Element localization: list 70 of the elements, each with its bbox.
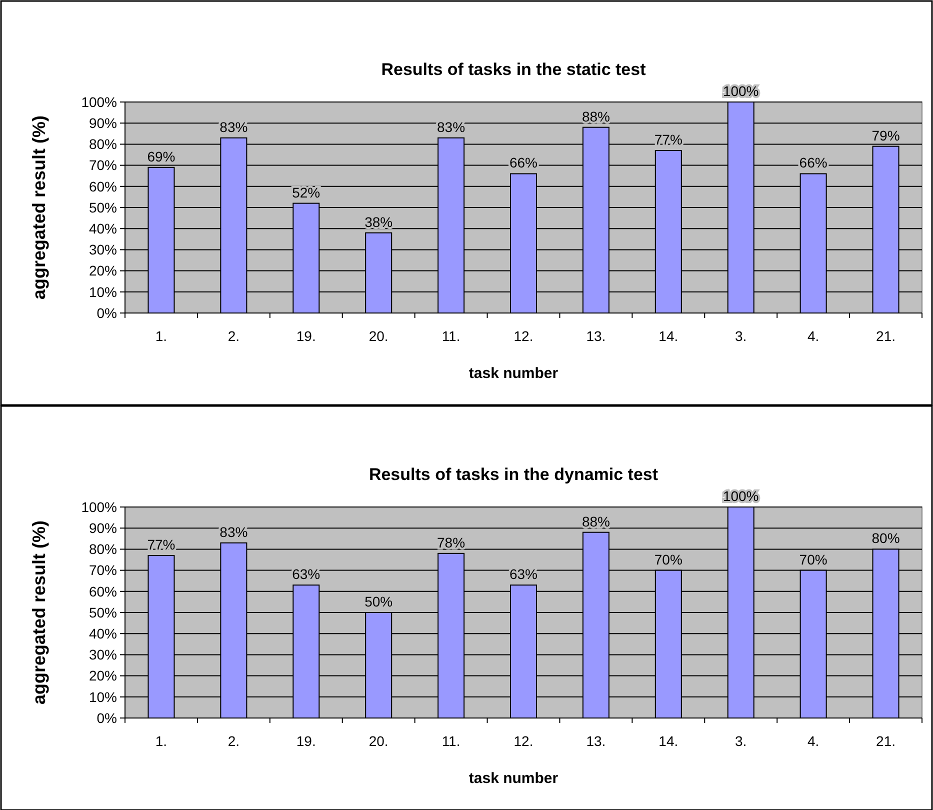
x-tick-label: 3. xyxy=(735,328,747,344)
x-tick-label: 12. xyxy=(514,733,534,749)
chart-title: Results of tasks in the static test xyxy=(381,60,646,79)
x-axis-title: task number xyxy=(468,365,558,382)
y-tick-label: 50% xyxy=(88,604,117,620)
y-tick-label: 20% xyxy=(88,262,117,279)
data-label: 100% xyxy=(722,83,759,99)
data-label: 38% xyxy=(364,214,393,230)
data-label: 52% xyxy=(292,184,320,200)
x-tick-label: 19. xyxy=(296,328,316,344)
x-tick-label: 13. xyxy=(586,328,606,344)
x-tick-label: 11. xyxy=(442,328,460,344)
y-tick-label: 40% xyxy=(88,626,117,642)
x-tick-label: 20. xyxy=(368,328,388,344)
x-tick-label: 4. xyxy=(807,733,820,749)
y-tick-label: 0% xyxy=(96,304,117,321)
data-label: 69% xyxy=(147,148,176,164)
data-label: 83% xyxy=(437,118,466,135)
data-label: 88% xyxy=(582,513,610,530)
y-tick-label: 90% xyxy=(88,520,117,536)
x-tick-label: 11. xyxy=(442,733,460,749)
y-tick-label: 70% xyxy=(88,562,117,578)
data-label: 63% xyxy=(509,566,538,582)
data-label: 79% xyxy=(872,127,900,144)
y-tick-label: 80% xyxy=(88,541,117,558)
y-tick-label: 10% xyxy=(88,284,117,300)
x-tick-label: 2. xyxy=(228,733,240,749)
y-tick-label: 100% xyxy=(81,498,117,515)
y-axis-title: aggregated result (%) xyxy=(29,520,49,705)
data-label: 63% xyxy=(292,566,320,582)
y-tick-label: 50% xyxy=(88,199,117,216)
x-tick-label: 4. xyxy=(807,328,820,344)
x-tick-label: 1. xyxy=(155,328,168,344)
y-tick-label: 60% xyxy=(88,178,117,194)
x-tick-label: 12. xyxy=(514,328,534,344)
x-tick-label: 1. xyxy=(155,733,168,749)
y-tick-label: 40% xyxy=(88,220,117,236)
data-label: 50% xyxy=(364,594,393,610)
y-axis-title: aggregated result (%) xyxy=(29,115,49,300)
y-tick-label: 10% xyxy=(88,688,117,705)
data-label: 83% xyxy=(220,118,248,135)
chart-title: Results of tasks in the dynamic test xyxy=(368,465,658,484)
y-tick-label: 20% xyxy=(88,668,117,684)
data-label: 78% xyxy=(437,534,466,550)
x-tick-label: 21. xyxy=(876,733,896,749)
y-tick-label: 100% xyxy=(81,94,117,110)
x-tick-label: 21. xyxy=(876,328,896,344)
data-label: 77% xyxy=(147,536,176,553)
y-tick-label: 0% xyxy=(96,710,117,726)
y-tick-label: 80% xyxy=(88,136,117,152)
data-label: 100% xyxy=(722,488,759,504)
y-tick-label: 90% xyxy=(88,115,117,131)
x-axis-title: task number xyxy=(468,770,558,787)
data-label: 70% xyxy=(654,551,682,568)
x-tick-label: 19. xyxy=(296,733,316,749)
x-tick-label: 20. xyxy=(368,733,388,749)
y-tick-label: 70% xyxy=(88,157,117,174)
x-tick-label: 3. xyxy=(735,733,747,749)
x-tick-label: 14. xyxy=(658,328,678,344)
data-label: 83% xyxy=(220,524,248,540)
data-label: 88% xyxy=(582,108,610,124)
data-label: 77% xyxy=(654,132,682,148)
y-tick-label: 30% xyxy=(88,242,117,258)
x-tick-label: 14. xyxy=(658,733,678,749)
y-tick-label: 30% xyxy=(88,646,117,663)
data-label: 80% xyxy=(872,530,900,546)
y-tick-label: 60% xyxy=(88,583,117,600)
data-label: 70% xyxy=(799,551,828,568)
x-tick-label: 2. xyxy=(228,328,240,344)
x-tick-label: 13. xyxy=(586,733,606,749)
